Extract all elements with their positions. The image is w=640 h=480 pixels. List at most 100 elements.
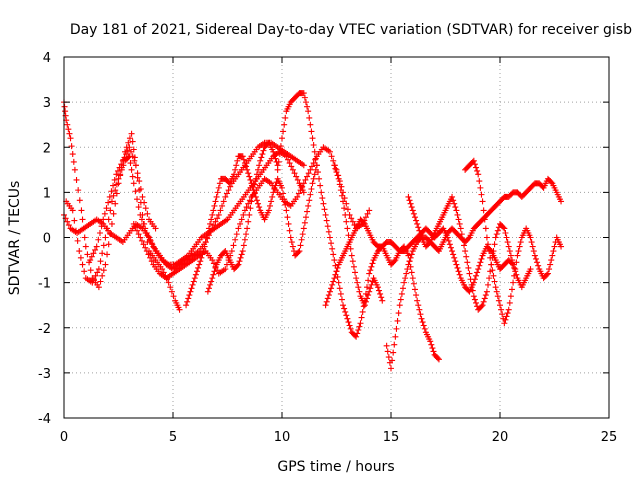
- data-point: [210, 222, 217, 229]
- data-point: [293, 173, 300, 180]
- data-point: [492, 284, 499, 291]
- data-point: [450, 197, 457, 204]
- data-point: [469, 287, 476, 294]
- data-point: [113, 171, 120, 178]
- data-point: [345, 232, 352, 239]
- data-point: [516, 243, 523, 250]
- data-point: [203, 234, 210, 241]
- data-point: [276, 151, 283, 158]
- data-point: [458, 231, 465, 238]
- trace-9: [405, 193, 534, 313]
- data-point: [74, 237, 81, 244]
- data-point: [189, 281, 196, 288]
- data-point: [76, 197, 83, 204]
- data-point: [92, 246, 99, 253]
- data-point: [544, 270, 551, 277]
- data-point: [344, 225, 351, 232]
- data-point: [291, 170, 298, 177]
- y-tick-label: -2: [38, 322, 51, 337]
- data-point: [534, 259, 541, 266]
- data-point: [367, 285, 374, 292]
- data-point: [405, 261, 412, 268]
- y-tick-label: -1: [38, 277, 51, 292]
- data-point: [270, 189, 277, 196]
- data-point: [232, 236, 239, 243]
- data-point: [128, 130, 135, 137]
- data-point: [452, 204, 459, 211]
- data-point: [299, 231, 306, 238]
- data-point: [397, 296, 404, 303]
- data-point: [335, 279, 342, 286]
- data-point: [307, 121, 314, 128]
- data-point: [104, 225, 111, 232]
- data-point: [459, 236, 466, 243]
- data-point: [347, 245, 354, 252]
- data-point: [296, 248, 303, 255]
- x-tick-label: 20: [492, 430, 509, 445]
- trace-7: [383, 175, 565, 372]
- data-point: [144, 210, 151, 217]
- data-point: [188, 285, 195, 292]
- data-point: [212, 264, 219, 271]
- data-point: [118, 161, 125, 168]
- data-point: [215, 211, 222, 218]
- data-point: [113, 181, 120, 188]
- data-point: [297, 187, 304, 194]
- data-point: [535, 262, 542, 269]
- data-point: [470, 293, 477, 300]
- data-point: [286, 160, 293, 167]
- data-point: [260, 147, 267, 154]
- data-point: [354, 330, 361, 337]
- data-point: [486, 275, 493, 282]
- data-point: [246, 173, 253, 180]
- data-point: [204, 288, 211, 295]
- data-point: [333, 268, 340, 275]
- data-point: [350, 263, 357, 270]
- data-point: [494, 227, 501, 234]
- data-point: [271, 152, 278, 159]
- data-point: [239, 153, 246, 160]
- data-point: [359, 308, 366, 315]
- data-point: [304, 173, 311, 180]
- data-point: [474, 167, 481, 174]
- data-point: [279, 184, 285, 191]
- data-point: [497, 302, 503, 309]
- data-point: [127, 160, 134, 167]
- data-point: [449, 248, 456, 255]
- data-point: [510, 279, 517, 286]
- data-point: [342, 308, 349, 315]
- data-point: [464, 259, 471, 266]
- data-point: [430, 348, 437, 355]
- data-point: [328, 240, 335, 247]
- data-point: [507, 252, 514, 259]
- data-point: [548, 257, 555, 264]
- data-point: [476, 262, 483, 269]
- data-point: [457, 225, 464, 232]
- data-point: [279, 135, 285, 142]
- data-point: [383, 342, 390, 349]
- data-point: [125, 139, 132, 146]
- data-point: [498, 306, 505, 313]
- data-point: [248, 180, 255, 187]
- data-point: [505, 306, 512, 313]
- data-point: [364, 295, 371, 302]
- data-point: [190, 278, 197, 285]
- data-point: [241, 207, 248, 214]
- data-point: [265, 207, 272, 214]
- data-point: [508, 257, 515, 264]
- chart-title: Day 181 of 2021, Sidereal Day-to-day VTE…: [70, 22, 632, 38]
- data-point: [79, 216, 86, 223]
- data-point: [88, 253, 95, 260]
- data-point: [352, 269, 359, 276]
- data-point: [237, 254, 244, 261]
- data-point: [515, 248, 522, 255]
- data-point: [147, 254, 154, 261]
- data-point: [417, 231, 424, 238]
- data-point: [97, 258, 104, 265]
- data-point: [450, 251, 457, 258]
- data-point: [376, 287, 383, 294]
- data-point: [245, 170, 252, 177]
- data-point: [546, 266, 553, 273]
- data-point: [332, 271, 339, 278]
- data-point: [269, 193, 276, 200]
